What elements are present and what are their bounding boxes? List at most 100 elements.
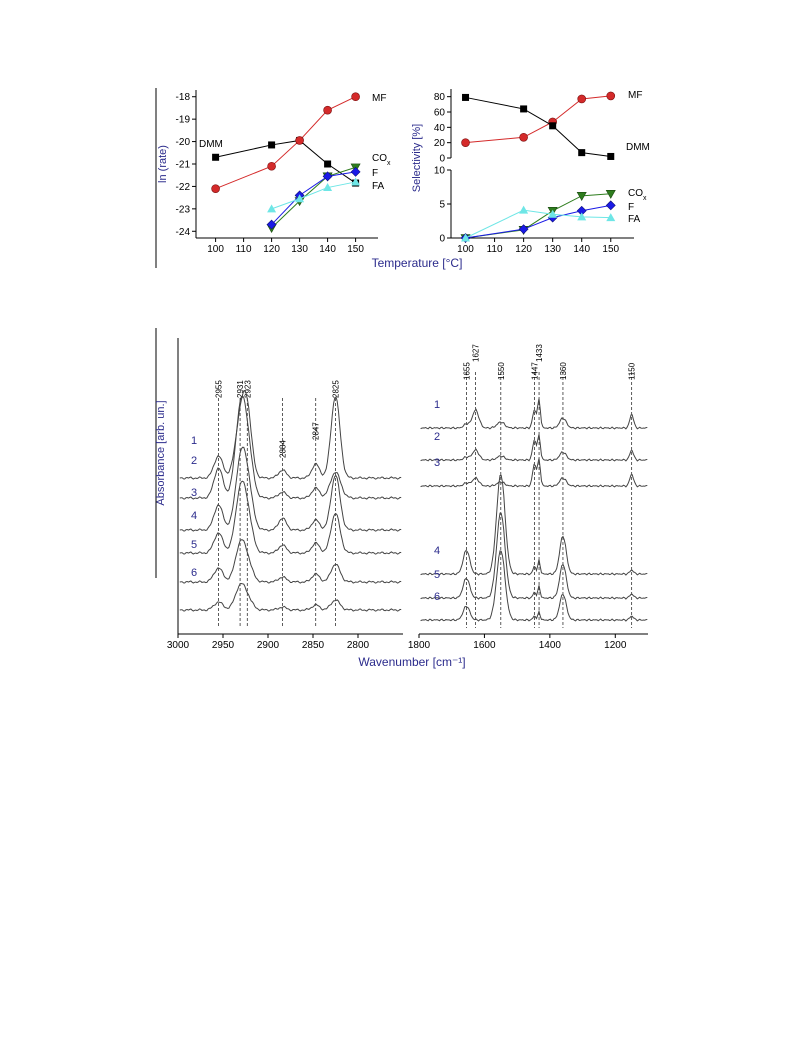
series-label-MF: MF (372, 93, 386, 104)
ir1-spectrum-6 (179, 582, 402, 612)
sel-upper-y-tick-label: 20 (434, 138, 446, 149)
ir2-spectrum-label-1: 1 (434, 399, 440, 411)
rate-y-tick-label: -22 (176, 182, 191, 193)
ir1-x-tick-label: 2850 (302, 640, 325, 651)
ir1-spectrum-4 (179, 480, 402, 555)
data-point-MF (351, 92, 360, 102)
data-point-upper-DMM (520, 105, 528, 113)
sel-lower-y-tick-label: 5 (439, 200, 445, 211)
data-point-MF (211, 184, 220, 193)
sel-upper-y-tick-label: 40 (434, 123, 446, 134)
ir1-spectrum-label-1: 1 (191, 435, 197, 447)
sel-x-tick-label: 100 (457, 244, 474, 255)
series-line-FA (271, 181, 356, 210)
rate-y-tick-label: -23 (176, 204, 191, 215)
data-point-FA (323, 183, 333, 192)
rate-y-tick-label: -18 (176, 92, 191, 103)
data-point-upper-MF (577, 94, 587, 104)
ir1-peak-label: 2884 (278, 440, 287, 458)
chart-ir-ch-region: 3000 2950 2900 2850 2800 Absorbance [arb. un.… (155, 328, 466, 669)
rate-x-tick-label: 130 (291, 244, 308, 255)
sel-x-tick-label: 130 (544, 244, 561, 255)
ir2-spectrum-2 (420, 434, 648, 462)
data-point-lower-FA (548, 209, 558, 218)
sel-upper-y-tick-label: 60 (434, 108, 446, 119)
sel-x-tick-label: 150 (602, 244, 619, 255)
rate-x-tick-label: 140 (319, 244, 336, 255)
sel-lower-y-tick-label: 0 (439, 234, 445, 245)
ir2-spectrum-1 (420, 398, 648, 430)
ir2-peak-label: 1627 (472, 344, 481, 362)
data-point-lower-FA (519, 205, 529, 214)
ir2-spectrum-6 (420, 550, 648, 622)
ir1-spectrum-2 (179, 395, 402, 500)
rate-y-tick-label: -20 (176, 137, 191, 148)
sel-x-tick-label: 140 (573, 244, 590, 255)
data-point-MF (267, 161, 276, 171)
ir-x-axis-label: Wavenumber [cm⁻¹] (358, 655, 465, 669)
data-point-MF (295, 136, 304, 145)
ir2-x-tick-label: 1400 (539, 640, 562, 651)
series-line-CO_x (271, 166, 356, 229)
data-point-lower-FA (606, 213, 616, 222)
ir1-peak-label: 2955 (215, 380, 224, 398)
series-label-lower-CO_x: COx (628, 188, 647, 202)
ir1-peak-label: 2931 (236, 380, 245, 398)
ir2-peak-label: 1360 (559, 362, 568, 380)
ir1-spectrum-label-3: 3 (191, 487, 197, 499)
rate-y-tick-label: -21 (176, 160, 191, 171)
rate-x-tick-label: 150 (347, 244, 364, 255)
sel-x-tick-label: 110 (487, 244, 503, 255)
data-point-DMM (268, 141, 276, 149)
ir1-spectrum-label-4: 4 (191, 510, 197, 522)
data-point-upper-DMM (607, 152, 615, 160)
data-point-FA (351, 177, 361, 186)
ir1-peak-label: 2825 (332, 380, 341, 398)
series-line-lower-CO_x (465, 193, 611, 239)
sel-y-axis-label: Selectivity [%] (411, 124, 423, 192)
ir2-spectrum-label-2: 2 (434, 431, 440, 443)
sel-x-tick-label: 120 (515, 244, 532, 255)
ir1-x-tick-label: 2800 (347, 640, 370, 651)
data-point-FA (267, 204, 277, 213)
data-point-lower-F (605, 200, 616, 211)
ir2-x-tick-label: 1600 (473, 640, 496, 651)
data-point-MF (323, 105, 332, 115)
ir1-spectrum-1 (179, 389, 402, 480)
ir1-y-axis-label: Absorbance [arb. un.] (155, 400, 167, 505)
series-label-sub-lower-CO_x: x (643, 195, 647, 202)
series-label-F: F (372, 168, 378, 179)
series-label-DMM: DMM (199, 139, 223, 150)
series-line-lower-F (465, 204, 611, 239)
data-point-upper-MF (461, 138, 470, 147)
ir2-peak-label: 1433 (535, 344, 544, 362)
data-point-upper-MF (519, 133, 528, 142)
rate-y-axis-label: ln (rate) (157, 145, 169, 183)
series-line-lower-FA (465, 209, 611, 239)
ir1-peak-label: 2847 (312, 422, 321, 440)
data-point-lower-FA (461, 233, 471, 242)
series-label-lower-FA: FA (628, 214, 641, 225)
data-point-lower-CO_x (605, 190, 616, 199)
data-point-F (322, 171, 333, 182)
data-point-FA (295, 194, 305, 203)
series-label-upper-DMM: DMM (626, 142, 650, 153)
sel-upper-y-tick-label: 0 (439, 154, 445, 165)
ir1-peak-label: 2923 (243, 380, 252, 398)
ir2-x-tick-label: 1800 (408, 640, 431, 651)
ir2-spectrum-4 (420, 474, 648, 576)
ir2-spectrum-label-6: 6 (434, 591, 440, 603)
ir2-peak-label: 1655 (462, 362, 471, 380)
rate-x-tick-label: 120 (263, 244, 280, 255)
ir1-spectrum-label-6: 6 (191, 567, 197, 579)
data-point-upper-DMM (462, 93, 470, 101)
rate-x-tick-label: 100 (207, 244, 224, 255)
series-line-upper-DMM (465, 96, 611, 157)
rate-x-tick-label: 110 (236, 244, 252, 255)
ir1-x-tick-label: 3000 (167, 640, 190, 651)
data-point-DMM (212, 153, 220, 161)
ir2-spectrum-5 (420, 512, 648, 600)
ir1-x-tick-label: 2900 (257, 640, 280, 651)
series-label-upper-MF: MF (628, 90, 642, 101)
chart-selectivity: 100 110 120 130 140 150 0 20 40 60 80 0 5 10 Selectivi… (372, 89, 650, 270)
